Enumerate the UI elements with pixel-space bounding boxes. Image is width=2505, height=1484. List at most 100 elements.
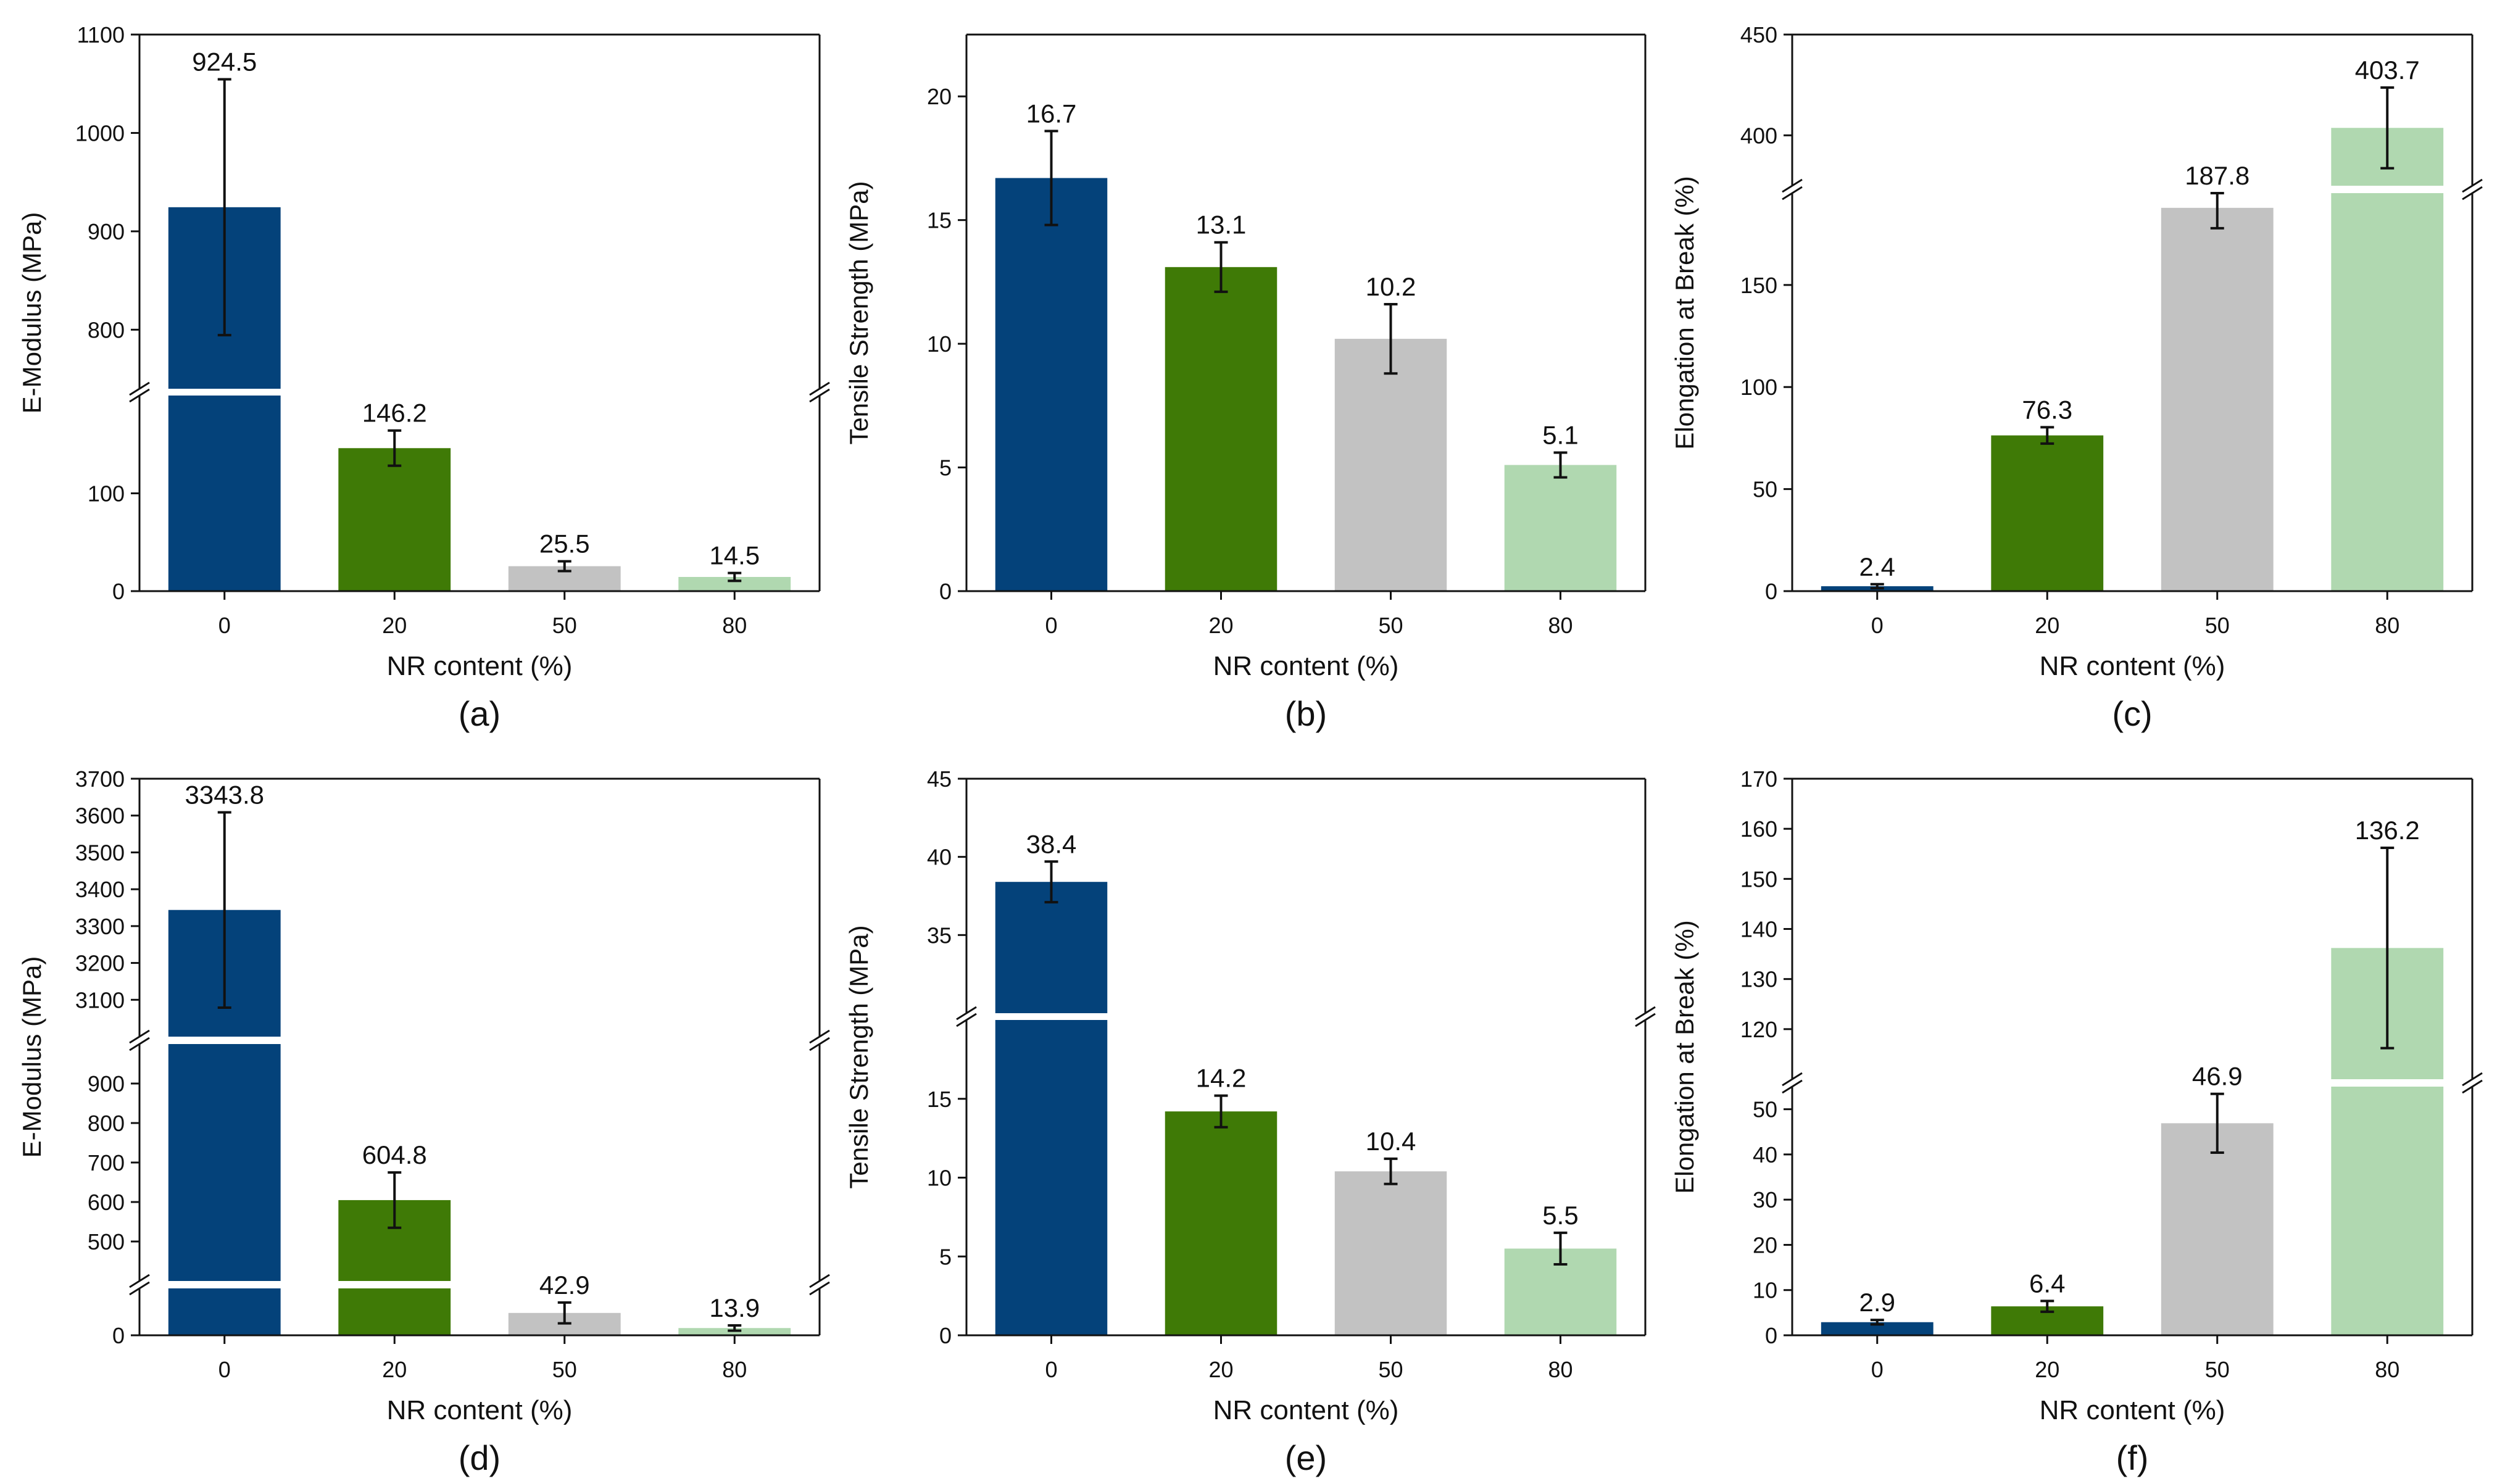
axis-break-mark — [1782, 178, 1803, 193]
data-label: 46.9 — [2192, 1062, 2243, 1091]
y-tick-label: 900 — [88, 219, 125, 244]
y-tick-label: 40 — [1753, 1142, 1777, 1167]
bar-break-gap — [2330, 186, 2445, 193]
y-tick-label: 35 — [927, 922, 952, 948]
data-label: 14.5 — [709, 541, 760, 570]
x-tick-label: 50 — [552, 1357, 577, 1382]
bar-break-gap — [338, 1281, 452, 1288]
panel-label: (e) — [1285, 1438, 1327, 1477]
y-tick-label: 10 — [1753, 1278, 1777, 1303]
chart-panel-e: 38.4 0 14.2 20 10.4 50 5.5 80 0 5 10 15 35 40 45 NR con… — [844, 766, 1656, 1477]
x-tick-label: 0 — [218, 1357, 231, 1382]
data-label: 38.4 — [1026, 829, 1077, 858]
x-tick-label: 20 — [382, 1357, 407, 1382]
bar — [2331, 128, 2444, 591]
bar — [2161, 207, 2274, 591]
x-tick-label: 50 — [1378, 1357, 1403, 1382]
x-tick-label: 80 — [1548, 613, 1572, 638]
panel-label: (d) — [459, 1438, 501, 1477]
data-label: 604.8 — [362, 1140, 427, 1169]
axis-break-mark — [2462, 186, 2483, 201]
axis-break-mark — [809, 1274, 830, 1288]
chart-panel-b: 16.7 0 13.1 20 10.2 50 5.1 80 0 5 10 15 20 NR content… — [844, 33, 1647, 733]
data-label: 10.4 — [1366, 1127, 1416, 1156]
y-tick-label: 100 — [88, 481, 125, 507]
y-tick-label: 0 — [112, 1323, 125, 1348]
data-label: 13.1 — [1196, 210, 1247, 239]
axis-break-mark — [809, 388, 830, 403]
data-label: 5.5 — [1542, 1201, 1578, 1230]
x-axis-title: NR content (%) — [1213, 1395, 1399, 1425]
y-tick-label: 0 — [939, 1323, 952, 1348]
bar-break-gap — [994, 1013, 1108, 1020]
y-tick-label: 3600 — [75, 803, 125, 829]
bar-break-gap — [167, 1037, 281, 1044]
panel-label: (a) — [459, 694, 501, 733]
x-tick-label: 20 — [2035, 613, 2059, 638]
chart-panel-a: 924.50146.22025.55014.580010080090010001… — [17, 22, 830, 733]
data-label: 187.8 — [2185, 161, 2250, 190]
axis-break-mark — [809, 1037, 830, 1051]
y-tick-label: 600 — [88, 1190, 125, 1215]
y-tick-label: 800 — [88, 1111, 125, 1136]
panel-label: (b) — [1285, 694, 1327, 733]
y-axis-title: Tensile Strength (MPa) — [844, 925, 873, 1188]
bar — [2161, 1123, 2274, 1335]
axis-break-mark — [129, 1029, 150, 1044]
y-tick-label: 30 — [1753, 1187, 1777, 1212]
x-tick-label: 20 — [2035, 1357, 2059, 1382]
bar-break-gap — [2330, 1079, 2445, 1087]
y-tick-label: 20 — [1753, 1232, 1777, 1258]
bar — [678, 577, 791, 591]
x-axis-title: NR content (%) — [2040, 1395, 2225, 1425]
data-label: 136.2 — [2355, 816, 2420, 845]
bar — [1504, 465, 1617, 591]
x-tick-label: 20 — [1208, 1357, 1233, 1382]
x-tick-label: 80 — [2375, 1357, 2399, 1382]
axis-break-mark — [1635, 1006, 1656, 1021]
x-tick-label: 50 — [2205, 1357, 2230, 1382]
y-tick-label: 5 — [939, 455, 952, 481]
bar — [995, 178, 1108, 591]
y-tick-label: 0 — [939, 579, 952, 604]
y-tick-label: 100 — [1740, 375, 1777, 400]
data-label: 5.1 — [1542, 421, 1578, 450]
y-tick-label: 140 — [1740, 917, 1777, 942]
panel-label: (c) — [2112, 694, 2152, 733]
axis-break-mark — [2462, 178, 2483, 193]
y-tick-label: 120 — [1740, 1017, 1777, 1042]
axis-break-mark — [129, 1037, 150, 1051]
y-tick-label: 150 — [1740, 273, 1777, 298]
y-tick-label: 0 — [1765, 1323, 1777, 1348]
axis-break-mark — [956, 1006, 977, 1021]
panel-label: (f) — [2116, 1438, 2149, 1477]
y-tick-label: 10 — [927, 1166, 952, 1191]
y-tick-label: 3400 — [75, 877, 125, 902]
y-axis-title: E-Modulus (MPa) — [17, 956, 46, 1158]
x-tick-label: 50 — [2205, 613, 2230, 638]
bar — [1991, 435, 2104, 591]
data-label: 6.4 — [2029, 1269, 2065, 1298]
y-tick-label: 15 — [927, 1087, 952, 1112]
y-tick-label: 40 — [927, 845, 952, 870]
x-tick-label: 80 — [1548, 1357, 1572, 1382]
x-tick-label: 80 — [722, 1357, 747, 1382]
bar — [995, 882, 1108, 1335]
y-tick-label: 10 — [927, 331, 952, 357]
bar — [1821, 1322, 1934, 1335]
data-label: 2.9 — [1859, 1288, 1895, 1317]
data-label: 13.9 — [709, 1293, 760, 1322]
x-tick-label: 80 — [2375, 613, 2399, 638]
y-tick-label: 50 — [1753, 1097, 1777, 1122]
y-tick-label: 500 — [88, 1229, 125, 1254]
axis-break-mark — [129, 1281, 150, 1296]
x-axis-title: NR content (%) — [387, 1395, 573, 1425]
x-tick-label: 50 — [1378, 613, 1403, 638]
y-tick-label: 130 — [1740, 967, 1777, 992]
axis-break-mark — [1782, 186, 1803, 201]
y-tick-label: 800 — [88, 317, 125, 342]
y-tick-label: 15 — [927, 208, 952, 233]
x-tick-label: 50 — [552, 613, 577, 638]
x-tick-label: 0 — [1045, 1357, 1057, 1382]
